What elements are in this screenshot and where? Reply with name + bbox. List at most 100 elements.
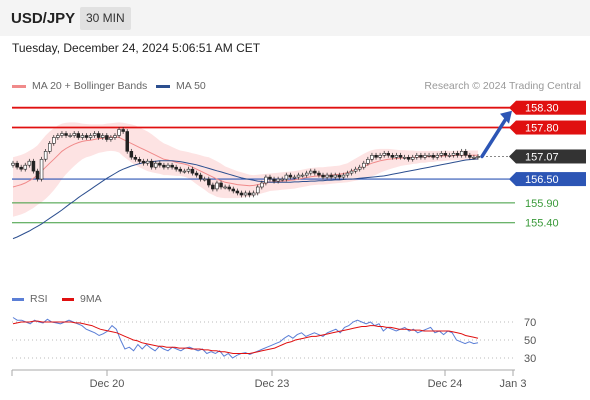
bollinger-bands — [13, 122, 478, 217]
candle-body — [145, 160, 150, 164]
candle-body — [423, 155, 427, 158]
candle-body — [76, 133, 81, 138]
candle-body — [337, 174, 342, 178]
candle-body — [113, 135, 117, 138]
candle-body — [215, 182, 219, 190]
legend-ma20-label: MA 20 + Bollinger Bands — [32, 80, 148, 92]
price-label-pointer — [509, 100, 516, 115]
price-label-pointer — [509, 149, 516, 164]
rsi-ma-swatch — [62, 297, 74, 301]
rsi-tick-30: 30 — [524, 353, 536, 365]
candle-body — [394, 155, 399, 158]
candle-body — [194, 172, 199, 176]
legend-rsi-label: RSI — [30, 293, 48, 305]
candle-body — [178, 168, 183, 172]
candle-body — [154, 162, 158, 168]
ma20-swatch — [12, 84, 26, 88]
candle-body — [129, 151, 134, 158]
x-axis: Dec 20 Dec 23 Dec 24 Jan 3 — [11, 369, 527, 390]
candle-body — [439, 153, 444, 156]
forecast-arrow-shaft — [480, 116, 508, 159]
candle-body — [43, 151, 48, 160]
candle-body — [455, 153, 460, 156]
price-label-155-90: 155.90 — [525, 198, 559, 210]
price-label-bg — [516, 149, 586, 164]
candle-body — [463, 151, 468, 156]
candle-body — [174, 166, 178, 170]
candle-body — [329, 174, 333, 178]
candle-body — [243, 192, 248, 196]
header-bar: USD/JPY 30 MIN — [0, 0, 590, 36]
candle-body — [341, 174, 346, 178]
candle-body — [11, 162, 15, 166]
price-label-bg — [516, 100, 586, 115]
candle-body — [121, 129, 125, 132]
candle-body — [419, 155, 423, 158]
candle-body — [276, 178, 280, 182]
candle-body — [459, 151, 464, 156]
candle-body — [223, 186, 227, 189]
price-label-155-40: 155.40 — [525, 218, 559, 230]
candle-body — [268, 176, 272, 180]
candle-body — [47, 143, 52, 152]
candle-body — [386, 153, 390, 156]
price-label-156-50: 156.50 — [525, 174, 559, 186]
candle-body — [362, 162, 366, 168]
candle-body — [374, 155, 378, 158]
candle-body — [447, 155, 452, 157]
rsi-panel: 70 50 30 — [12, 317, 536, 365]
candle-body — [308, 170, 313, 174]
x-label-jan3: Jan 3 — [500, 378, 527, 390]
candle-body — [410, 157, 415, 160]
candle-body — [137, 159, 142, 162]
candle-body — [52, 137, 56, 144]
candle-body — [239, 192, 244, 196]
candle-body — [19, 166, 23, 170]
candle-body — [150, 160, 154, 168]
candle-body — [435, 155, 439, 158]
candle-body — [27, 160, 32, 166]
candle-body — [366, 159, 370, 164]
candle-body — [476, 156, 480, 158]
candle-body — [235, 190, 240, 194]
legend-ma50-label: MA 50 — [176, 80, 206, 92]
candle-body — [288, 174, 293, 178]
candle-body — [227, 186, 232, 190]
candle-body — [170, 164, 174, 168]
price-label-157-07: 157.07 — [525, 151, 559, 163]
candle-body — [88, 135, 93, 138]
candle-body — [357, 166, 362, 170]
rsi-swatch — [12, 297, 24, 301]
legend-rsi: RSI — [12, 293, 48, 305]
candle-body — [68, 135, 72, 137]
candle-body — [182, 170, 187, 173]
candle-body — [72, 133, 77, 136]
candle-body — [468, 155, 472, 158]
x-label-dec23: Dec 23 — [255, 378, 290, 390]
candle-body — [64, 133, 68, 136]
candle-body — [378, 155, 382, 158]
legend-ma20: MA 20 + Bollinger Bands — [12, 80, 147, 92]
candle-body — [321, 174, 325, 178]
candle-body — [186, 168, 191, 172]
candle-body — [353, 168, 358, 172]
candle-body — [211, 184, 215, 190]
candle-body — [117, 129, 121, 136]
candle-body — [390, 155, 395, 158]
candle-body — [402, 157, 407, 159]
candle-body — [35, 170, 40, 180]
ma50-swatch — [156, 84, 170, 88]
candle-body — [272, 178, 276, 182]
candle-body — [84, 135, 89, 138]
candle-body — [443, 153, 448, 156]
candle-body — [280, 178, 284, 181]
candle-body — [125, 131, 130, 152]
candle-body — [203, 178, 207, 181]
research-credit: Research © 2024 Trading Central — [424, 80, 581, 92]
candle-body — [398, 155, 403, 158]
candle-body — [39, 159, 44, 180]
timeframe-button[interactable]: 30 MIN — [80, 7, 131, 30]
candle-body — [451, 153, 456, 156]
candle-body — [349, 170, 354, 174]
